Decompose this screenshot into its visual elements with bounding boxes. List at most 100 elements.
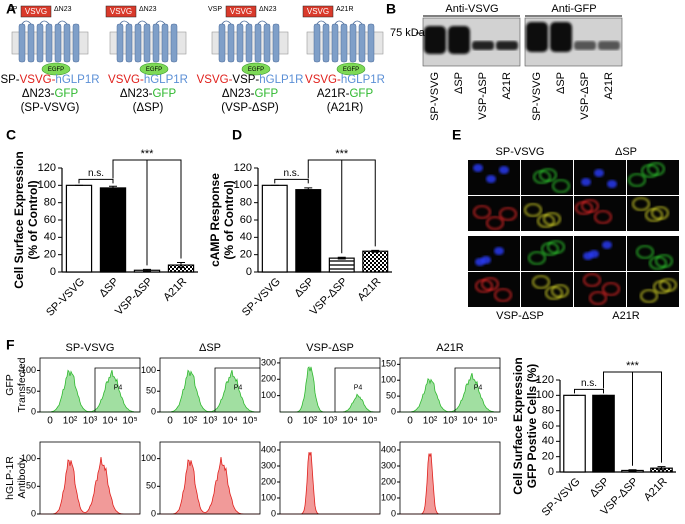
y-tick-label: 80	[542, 405, 554, 417]
flow-y-tick-label: 100	[381, 492, 396, 502]
error-bar	[657, 466, 666, 471]
micrograph	[627, 196, 679, 231]
construct-label-part: hGLP1R	[259, 74, 303, 86]
flow-y-tick-label: 50	[26, 386, 36, 396]
flow-y-tick-label: 100	[21, 453, 36, 463]
ns-label: n.s.	[88, 168, 104, 179]
helix	[272, 23, 280, 63]
construct-label-part: VSVG-	[197, 74, 233, 86]
cell	[528, 251, 546, 265]
error-bar	[628, 469, 637, 472]
y-tick-label: 80	[44, 197, 56, 209]
tag-label: VSVG	[307, 7, 329, 16]
bar	[362, 250, 389, 273]
helix	[143, 23, 151, 63]
y-tick-label: 120	[38, 162, 56, 174]
y-tick-label: 100	[234, 179, 252, 191]
band	[472, 41, 494, 50]
x-tick-label: VSP-ΔSP	[113, 276, 155, 318]
cell	[589, 291, 607, 305]
cell	[594, 210, 612, 224]
cell	[533, 170, 551, 184]
flow-column-label: VSP-ΔSP	[306, 342, 354, 354]
flow-column-label: ΔSP	[199, 342, 221, 354]
construct-label-part: (SP-VSVG)	[21, 102, 80, 114]
flow-frame	[399, 441, 501, 515]
x-tick-label: ΔSP	[588, 476, 612, 500]
error-bar	[371, 249, 380, 253]
construct-label-part: ΔN23-	[222, 88, 255, 100]
blot-marker: 75 kDa	[390, 27, 426, 39]
cell	[645, 208, 663, 222]
flow-gate-label: P4	[354, 385, 363, 392]
flow-row-label: GFP	[4, 374, 16, 396]
flow-x-tick-label: 10⁴	[342, 416, 357, 427]
flow-histogram	[280, 451, 380, 515]
sig-label: ***	[141, 148, 155, 160]
y-tick-label: 20	[240, 249, 252, 261]
construct-label-part: ΔN23-	[22, 88, 55, 100]
y-tick-label: 120	[234, 162, 252, 174]
flow-x-tick-label: 10²	[423, 416, 438, 427]
flow-y-tick-label: 0	[31, 508, 36, 518]
nucleus	[486, 175, 496, 183]
nucleus	[475, 258, 485, 266]
flow-x-tick-label: 10⁴	[462, 416, 477, 427]
flow-y-tick-label: 0	[31, 406, 36, 416]
cell	[602, 282, 620, 296]
construct-label: (VSP-ΔSP)	[221, 102, 279, 114]
y-axis-label: GFP Postive Cells (%)	[525, 364, 539, 488]
y-tick-label: 60	[44, 214, 56, 226]
tag-label: ΔN23	[259, 6, 277, 13]
flow-histogram	[160, 456, 260, 515]
nucleus	[473, 164, 483, 172]
y-axis-label: Cell Surface Expression	[511, 357, 525, 494]
flow-frame	[279, 441, 381, 515]
construct-label: SP-VSVG-hGLP1R	[0, 74, 99, 86]
construct-label: VSVG-VSP-hGLP1R	[197, 74, 304, 86]
flow-frame	[39, 441, 141, 515]
flow-y-tick-label: 0	[151, 508, 156, 518]
construct-label-part: VSVG-	[108, 74, 144, 86]
flow-x-tick-label: 0	[167, 416, 173, 427]
flow-x-tick-label: 10³	[203, 416, 218, 427]
helix	[349, 23, 357, 63]
micrograph	[521, 236, 573, 271]
flow-x-tick-label: 10⁵	[482, 416, 497, 427]
flow-y-tick-label: 0	[391, 508, 396, 518]
y-tick-label: 40	[44, 231, 56, 243]
lane-label: VSP-ΔSP	[477, 72, 489, 120]
cell	[532, 275, 550, 289]
helix	[227, 23, 235, 63]
helix	[116, 23, 124, 63]
micrograph	[468, 196, 520, 231]
tag-label: VSP	[208, 6, 222, 13]
flow-histogram	[40, 456, 140, 515]
blot-header: Anti-GFP	[551, 3, 596, 15]
construct-label-part: GFP	[152, 88, 176, 100]
construct-label-part: hGLP1R	[144, 74, 188, 86]
construct-label: VSVG-hGLP1R	[108, 74, 188, 86]
band	[496, 41, 518, 50]
cell	[583, 273, 601, 287]
flow-x-tick-label: 10⁵	[362, 416, 377, 427]
helix	[313, 23, 321, 63]
helix	[72, 23, 80, 63]
bar	[65, 184, 93, 273]
band	[550, 22, 572, 52]
helix	[63, 23, 71, 63]
helix	[18, 23, 26, 63]
construct-label-part: VSVG-	[20, 74, 56, 86]
nucleus	[583, 252, 593, 260]
flow-y-tick-label: 150	[381, 359, 396, 369]
lane-label: VSP-ΔSP	[579, 72, 591, 120]
cell	[494, 288, 512, 302]
y-tick-label: 60	[542, 420, 554, 432]
flow-gate	[334, 367, 380, 412]
cell	[649, 256, 667, 270]
nucleus	[581, 178, 591, 186]
y-tick-label: 20	[542, 451, 554, 463]
flow-gate	[94, 367, 140, 412]
